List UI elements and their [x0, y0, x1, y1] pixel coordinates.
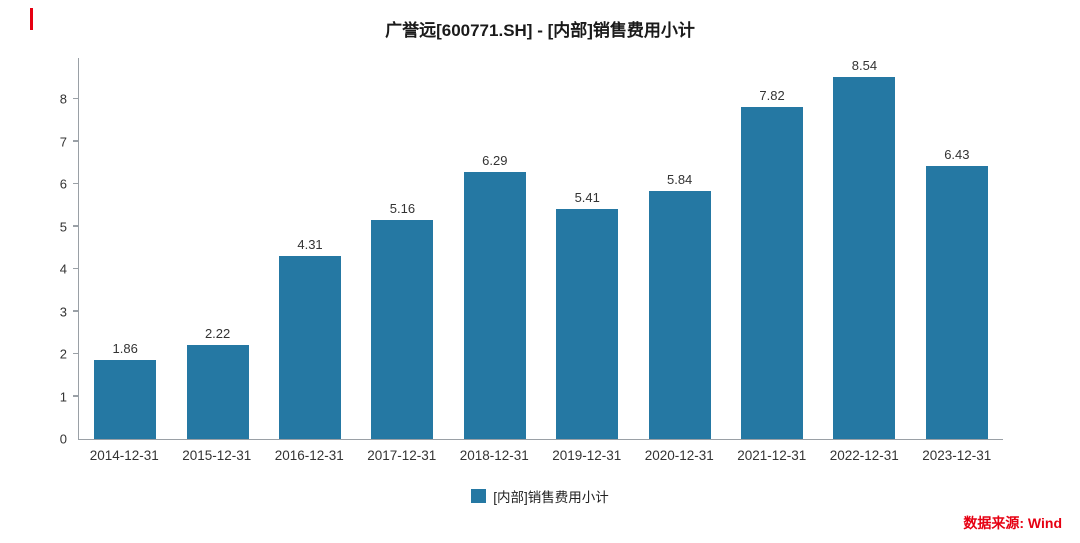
y-tick-label: 3: [59, 304, 67, 320]
bar-slot: 6.29: [449, 58, 541, 439]
bar: [833, 76, 896, 439]
x-tick-label: 2014-12-31: [89, 448, 159, 463]
bar-slot: 5.16: [356, 58, 448, 439]
red-crop-artifact: [30, 8, 33, 30]
bar-value-label: 6.29: [482, 153, 508, 168]
x-tick-label: 2019-12-31: [552, 448, 622, 463]
bar: [94, 360, 157, 439]
y-tick-mark: [73, 182, 79, 185]
bar-value-label: 2.22: [204, 325, 231, 341]
y-tick-mark: [73, 267, 79, 270]
y-tick-label: 2: [59, 346, 67, 362]
bar-value-label: 4.31: [297, 237, 323, 253]
y-tick-label: 4: [59, 261, 67, 277]
y-tick-label: 7: [59, 134, 67, 150]
legend: [内部]销售费用小计: [0, 486, 1080, 506]
y-tick-label: 1: [59, 389, 67, 405]
bar-slot: 6.43: [911, 58, 1003, 439]
bar-slot: 1.86: [79, 58, 171, 439]
y-tick-mark: [73, 310, 79, 312]
data-source-note: 数据来源: Wind: [963, 515, 1062, 531]
x-tick-label: 2023-12-31: [922, 448, 992, 463]
legend-swatch-icon: [471, 489, 487, 503]
bar-value-label: 5.41: [574, 190, 600, 206]
bar-slot: 2.22: [171, 58, 263, 439]
bar: [371, 220, 434, 439]
bar-slot: 5.84: [633, 58, 725, 439]
bar: [556, 209, 619, 439]
bar-value-label: 1.86: [112, 341, 138, 357]
y-tick-mark: [73, 225, 79, 227]
x-tick-label: 2021-12-31: [737, 448, 807, 463]
bar-slot: 5.41: [541, 58, 633, 439]
bar: [279, 256, 342, 439]
bar: [648, 191, 711, 439]
bar-value-label: 6.43: [944, 147, 970, 163]
y-tick-mark: [73, 395, 79, 397]
y-tick-label: 8: [59, 91, 67, 107]
plot-area: 1.86 2.22 4.31 5.16 6.29 5.41 5.84 7.82 8.54 6.43…: [60, 58, 1003, 446]
chart-title: 广誉远[600771.SH] - [内部]销售费用小计: [385, 21, 695, 40]
x-axis-labels: 2014-12-31 2015-12-31 2016-12-31 2017-12-31…: [78, 448, 1003, 463]
bar: [741, 107, 804, 439]
bar-value-label: 8.54: [851, 57, 878, 73]
x-tick-label: 2022-12-31: [829, 448, 899, 463]
y-tick-mark: [73, 140, 79, 142]
x-tick-label: 2016-12-31: [274, 448, 344, 463]
y-tick-label: 6: [59, 176, 67, 192]
bar-value-label: 5.16: [389, 201, 416, 216]
bar: [463, 172, 526, 439]
legend-label: [内部]销售费用小计: [493, 490, 609, 505]
x-tick-label: 2017-12-31: [367, 448, 437, 463]
x-tick-label: 2018-12-31: [459, 448, 529, 463]
bars-container: 1.86 2.22 4.31 5.16 6.29 5.41 5.84 7.82 8.54 6.43: [79, 58, 1003, 439]
y-tick-mark: [73, 352, 79, 355]
bar-value-label: 7.82: [759, 88, 785, 104]
y-tick-label: 5: [59, 219, 67, 235]
bar-slot: 7.82: [726, 58, 818, 439]
y-tick-label: 0: [59, 431, 67, 447]
bar-slot: 8.54: [818, 58, 910, 439]
bar-slot: 4.31: [264, 58, 356, 439]
bar: [925, 166, 988, 439]
bar-value-label: 5.84: [666, 172, 693, 188]
x-tick-label: 2015-12-31: [182, 448, 252, 463]
bar: [186, 344, 249, 439]
y-tick-mark: [73, 97, 79, 100]
x-tick-label: 2020-12-31: [644, 448, 714, 463]
